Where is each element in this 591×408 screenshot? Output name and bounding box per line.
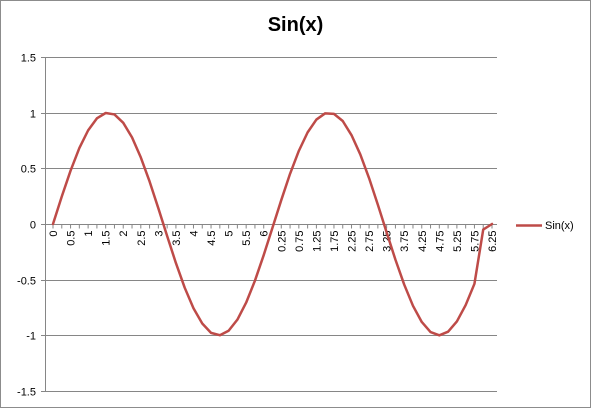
x-tick-label: 6	[259, 231, 271, 237]
x-tick-label: 3	[153, 231, 165, 237]
x-tick-labels: 0 0.5 1 1.5 2 2.5 3 3.5 4 4.5 5 5.5 6 0.25 0.75 1.25 1.7…	[48, 231, 499, 252]
x-tick-label: 2	[118, 231, 130, 237]
x-tick-label: 4.75	[434, 231, 446, 252]
x-tick-label: 4.5	[206, 231, 218, 246]
y-tick-label: 0	[30, 220, 36, 232]
x-tick-label: 1.5	[101, 231, 113, 246]
legend: Sin(x)	[516, 220, 574, 232]
y-tick-label: 1.5	[21, 53, 36, 65]
x-tick-label: 5.75	[469, 231, 481, 252]
x-tick-label: 5	[224, 231, 236, 237]
y-tick-label: 0.5	[21, 164, 36, 176]
x-tick-label: 1.75	[329, 231, 341, 252]
x-tick-label: 2.5	[136, 231, 148, 246]
y-tick-label: -1.5	[17, 387, 36, 399]
x-tick-label: 1	[83, 231, 95, 237]
y-tick-labels: 1.5 1 0.5 0 -0.5 -1 -1.5	[17, 53, 36, 399]
x-tick-label: 3.5	[171, 231, 183, 246]
x-tick-label: 5.25	[452, 231, 464, 252]
x-tick-label: 4	[188, 231, 200, 237]
x-tick-label: 2.75	[364, 231, 376, 252]
x-tick-label: 1.25	[311, 231, 323, 252]
x-tick-label: 3.75	[399, 231, 411, 252]
y-tick-label: 1	[30, 109, 36, 121]
x-tick-label: 5.5	[241, 231, 253, 246]
chart-title: Sin(x)	[267, 14, 324, 36]
x-tick-label: 0.5	[66, 231, 78, 246]
x-tick-label: 2.25	[347, 231, 359, 252]
y-tick-label: -0.5	[17, 276, 36, 288]
x-tick-label: 0.75	[294, 231, 306, 252]
legend-label: Sin(x)	[545, 220, 574, 232]
series-layer	[51, 111, 494, 337]
x-tick-label: 6.25	[487, 231, 499, 252]
gridlines	[45, 57, 497, 392]
x-tick-label: 4.25	[417, 231, 429, 252]
y-tick-label: -1	[26, 331, 36, 343]
x-tick-label: 0.25	[276, 231, 288, 252]
x-tick-label: 0	[48, 231, 60, 237]
